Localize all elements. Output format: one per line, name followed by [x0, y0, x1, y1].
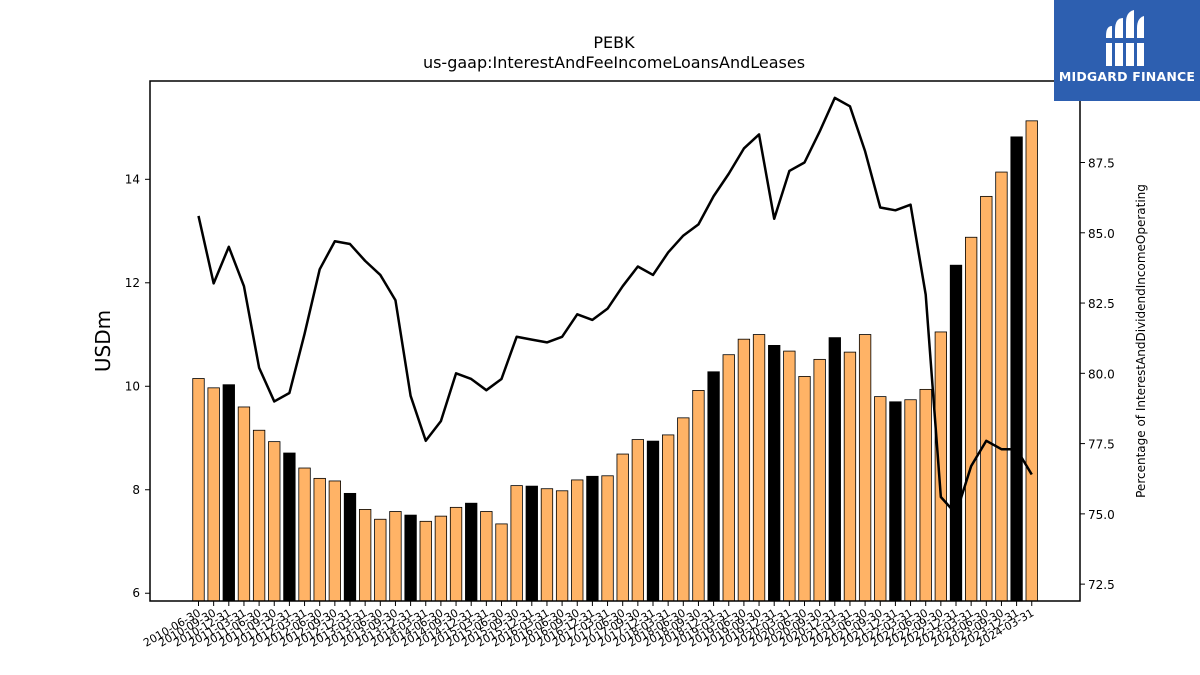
y-tick-label: 14: [125, 172, 140, 186]
bar: [358, 509, 372, 602]
y2-tick-label: 85.0: [1088, 227, 1115, 241]
bar: [965, 236, 978, 602]
plot-frame: [149, 80, 1081, 602]
y2-tick-label: 87.5: [1088, 157, 1115, 171]
bar: [919, 388, 932, 602]
ratio-line: [197, 96, 1033, 516]
brand-logo-text: MIDGARD FINANCE: [1058, 69, 1196, 84]
bar: [843, 351, 857, 602]
bar: [980, 195, 993, 602]
y-tick-label: 6: [132, 586, 140, 600]
bar: [601, 475, 614, 602]
y-tick-label: 8: [132, 483, 140, 497]
bar: [692, 390, 705, 602]
bar: [222, 384, 235, 602]
bar: [298, 467, 311, 602]
y-axis-label: USDm: [91, 310, 115, 372]
bar: [540, 488, 554, 602]
bar: [889, 401, 902, 602]
bar: [419, 520, 432, 602]
bar: [1025, 120, 1038, 602]
y2-tick-label: 75.0: [1088, 508, 1115, 522]
bar: [934, 331, 947, 602]
bar: [571, 479, 584, 602]
y2-axis-label: Percentage of InterestAndDividendIncomeO…: [1134, 184, 1148, 498]
bar: [343, 492, 357, 602]
y-axis-left: 6 8 10 12 14: [125, 172, 150, 600]
bar: [192, 378, 205, 602]
bar: [237, 406, 251, 602]
brand-logo: MIDGARD FINANCE: [1054, 0, 1200, 101]
y-tick-label: 10: [125, 379, 140, 393]
bar: [616, 453, 629, 602]
bar: [949, 264, 963, 602]
bar: [646, 440, 660, 602]
bar: [555, 490, 569, 602]
y-axis-right: 72.5 75.0 77.5 80.0 82.5 85.0 87.5: [1080, 157, 1115, 592]
bar: [828, 337, 841, 602]
bar: [495, 523, 508, 602]
bar: [404, 514, 417, 602]
bar: [768, 344, 781, 602]
y2-tick-label: 82.5: [1088, 297, 1115, 311]
bar: [434, 515, 448, 602]
bar: [449, 506, 463, 602]
x-axis: 2010-06-302010-09-302010-12-312011-03-31…: [141, 601, 1036, 650]
chart-subtitle: us-gaap:InterestAndFeeIncomeLoansAndLeas…: [423, 53, 805, 72]
bars: [192, 120, 1038, 602]
bar: [677, 417, 690, 602]
bar: [525, 485, 538, 602]
y2-tick-label: 80.0: [1088, 367, 1115, 381]
bar: [207, 387, 220, 602]
bar: [662, 434, 675, 602]
chart-title: PEBK: [593, 33, 635, 52]
bar: [480, 511, 493, 602]
bar: [283, 452, 296, 602]
bar: [465, 502, 478, 602]
y2-tick-label: 72.5: [1088, 578, 1115, 592]
bar: [328, 480, 342, 602]
bar: [631, 439, 644, 602]
ratio-line-path: [197, 96, 1033, 516]
bar: [389, 511, 402, 602]
y-tick-label: 12: [125, 276, 140, 290]
bar: [722, 354, 735, 602]
bar: [707, 371, 720, 602]
bar: [874, 396, 887, 602]
bar: [313, 477, 326, 602]
bar: [995, 171, 1008, 602]
bar: [813, 358, 826, 602]
bar: [1010, 136, 1023, 602]
bar: [737, 338, 751, 602]
midgard-logo-icon: [1105, 10, 1145, 66]
bar: [374, 518, 387, 602]
bar: [783, 350, 796, 602]
bar: [858, 334, 872, 602]
bar: [252, 429, 266, 602]
bar: [268, 441, 281, 602]
bar: [586, 475, 599, 602]
bar: [752, 334, 766, 602]
bar: [798, 376, 811, 602]
y2-tick-label: 77.5: [1088, 438, 1115, 452]
bar: [904, 399, 917, 602]
bar: [510, 485, 523, 602]
